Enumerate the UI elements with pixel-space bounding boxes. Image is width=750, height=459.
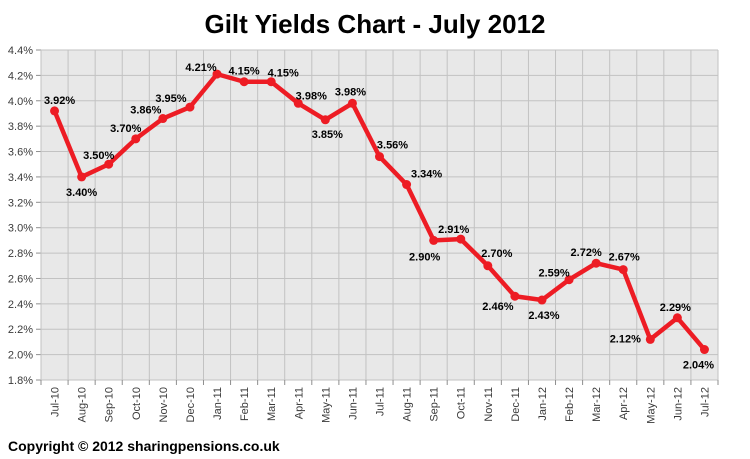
data-label: 2.46% (482, 301, 513, 313)
data-label: 2.43% (528, 310, 559, 322)
y-axis-label: 2.2% (8, 324, 33, 336)
x-axis-label: Sep-10 (104, 387, 116, 422)
data-label: 2.90% (409, 251, 440, 263)
data-point (239, 77, 249, 87)
y-axis-label: 2.4% (8, 299, 33, 311)
data-label: 4.21% (185, 62, 216, 74)
data-point (402, 180, 412, 190)
y-axis-label: 4.4% (8, 45, 33, 57)
x-axis-label: May-12 (645, 387, 657, 424)
x-axis-label: May-11 (320, 387, 332, 423)
x-axis-label: Jun-12 (672, 387, 684, 421)
x-axis-label: Jul-12 (699, 387, 711, 417)
data-label: 3.85% (312, 129, 343, 141)
chart-title: Gilt Yields Chart - July 2012 (204, 9, 546, 39)
plot-area (41, 50, 718, 380)
data-label: 2.70% (481, 248, 512, 260)
x-axis-label: Jan-12 (537, 387, 549, 421)
y-axis-label: 3.2% (8, 197, 33, 209)
data-point (537, 295, 547, 305)
y-axis-label: 3.4% (8, 172, 33, 184)
x-axis-label: Mar-12 (591, 387, 603, 422)
y-axis-label: 3.6% (8, 147, 33, 159)
x-axis-label: Jul-11 (375, 387, 387, 416)
data-point (347, 98, 357, 108)
y-axis-label: 2.0% (8, 350, 33, 362)
x-axis-label: Apr-11 (293, 387, 305, 419)
data-label: 3.56% (377, 140, 408, 152)
data-point (266, 77, 276, 87)
data-label: 2.67% (609, 252, 640, 264)
data-point (483, 261, 493, 271)
y-axis-label: 1.8% (8, 375, 33, 387)
data-label: 3.98% (296, 90, 327, 102)
data-point (185, 102, 195, 112)
data-label: 4.15% (268, 68, 299, 80)
x-axis-label: Jan-11 (212, 387, 224, 420)
data-label: 4.15% (228, 66, 259, 78)
data-point (591, 258, 601, 268)
x-axis-label: Nov-11 (483, 387, 495, 422)
x-axis-label: Jun-11 (347, 387, 359, 420)
copyright-text: Copyright © 2012 sharingpensions.co.uk (8, 438, 280, 454)
x-axis-label: Aug-11 (402, 387, 414, 422)
x-axis-label: Oct-10 (131, 387, 143, 420)
data-label: 3.92% (44, 95, 75, 107)
data-point (564, 275, 574, 285)
data-point (645, 334, 655, 344)
data-point (618, 265, 628, 275)
data-point (699, 345, 709, 355)
data-point (320, 115, 330, 125)
x-axis-label: Dec-11 (510, 387, 522, 422)
x-axis-label: Apr-12 (618, 387, 630, 420)
data-point (456, 234, 466, 244)
data-label: 2.72% (571, 247, 602, 259)
x-axis-label: Jul-10 (50, 387, 62, 417)
data-label: 2.12% (610, 333, 641, 345)
y-axis-label: 2.6% (8, 273, 33, 285)
data-point (510, 291, 520, 301)
data-point (293, 98, 303, 108)
data-label: 2.29% (660, 302, 691, 314)
data-label: 3.95% (155, 93, 186, 105)
data-label: 3.40% (66, 187, 97, 199)
x-axis-label: Feb-12 (564, 387, 576, 422)
x-axis-label: Oct-11 (456, 387, 468, 419)
data-label: 3.86% (130, 105, 161, 117)
data-label: 3.50% (83, 150, 114, 162)
data-label: 2.59% (538, 268, 569, 280)
y-axis-label: 2.8% (8, 248, 33, 260)
data-point (212, 69, 222, 79)
data-point (158, 114, 168, 124)
x-axis-label: Dec-10 (185, 387, 197, 422)
data-point (429, 235, 439, 245)
data-label: 3.98% (335, 86, 366, 98)
data-point (131, 134, 141, 144)
data-point (77, 172, 87, 182)
y-axis-label: 4.0% (8, 96, 33, 108)
data-label: 2.91% (438, 224, 469, 236)
y-axis-label: 3.0% (8, 223, 33, 235)
x-axis-label: Nov-10 (158, 387, 170, 422)
x-axis-label: Sep-11 (429, 387, 441, 422)
x-axis-label: Feb-11 (239, 387, 251, 421)
y-axis-label: 3.8% (8, 121, 33, 133)
data-point (104, 159, 114, 169)
y-axis-label: 4.2% (8, 70, 33, 82)
x-axis-label: Aug-10 (77, 387, 89, 422)
data-point (672, 313, 682, 323)
data-point (375, 152, 384, 162)
data-label: 3.34% (411, 169, 442, 181)
data-label: 3.70% (110, 123, 141, 135)
data-label: 2.04% (683, 360, 714, 372)
data-point (50, 106, 60, 116)
x-axis-label: Mar-11 (266, 387, 278, 421)
